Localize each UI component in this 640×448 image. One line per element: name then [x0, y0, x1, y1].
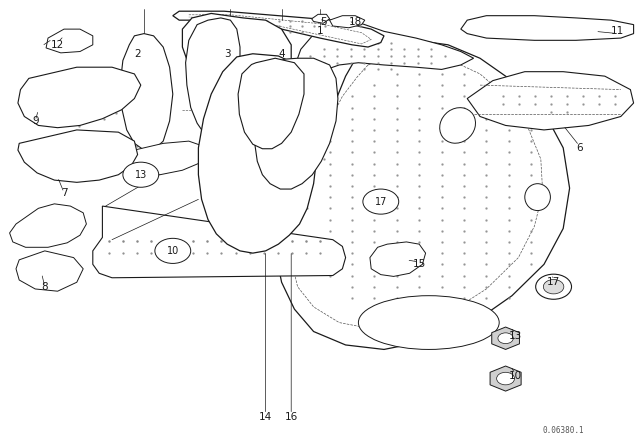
Text: 14: 14	[259, 412, 272, 422]
Polygon shape	[461, 16, 634, 40]
Text: 2: 2	[134, 49, 141, 59]
Polygon shape	[18, 67, 141, 128]
Text: 3: 3	[224, 49, 230, 59]
Polygon shape	[298, 18, 474, 72]
Ellipse shape	[358, 296, 499, 349]
Polygon shape	[112, 141, 205, 175]
Circle shape	[543, 280, 564, 294]
Text: 8: 8	[42, 282, 48, 292]
Text: 15: 15	[413, 259, 426, 269]
Circle shape	[536, 274, 572, 299]
Text: 1: 1	[317, 26, 323, 36]
Polygon shape	[370, 242, 426, 276]
Text: 12: 12	[51, 40, 64, 50]
Circle shape	[363, 189, 399, 214]
Polygon shape	[18, 130, 138, 182]
Text: 17: 17	[374, 197, 387, 207]
Text: 7: 7	[61, 188, 67, 198]
Polygon shape	[182, 13, 291, 101]
Text: 11: 11	[611, 26, 624, 36]
Text: 10: 10	[166, 246, 179, 256]
Polygon shape	[120, 34, 173, 150]
Polygon shape	[198, 54, 317, 253]
Circle shape	[155, 238, 191, 263]
Text: 16: 16	[285, 412, 298, 422]
Polygon shape	[46, 29, 93, 53]
Text: 17: 17	[547, 277, 560, 287]
Text: 0.06380.1: 0.06380.1	[542, 426, 584, 435]
Text: 13: 13	[509, 331, 522, 341]
Polygon shape	[275, 40, 570, 349]
Ellipse shape	[440, 108, 476, 143]
Text: 4: 4	[278, 49, 285, 59]
Text: 10: 10	[509, 371, 522, 381]
Text: 9: 9	[32, 116, 38, 126]
Text: 6: 6	[576, 143, 582, 153]
Polygon shape	[255, 58, 338, 189]
Polygon shape	[93, 206, 346, 278]
Polygon shape	[10, 204, 86, 247]
Circle shape	[497, 372, 515, 385]
Circle shape	[498, 333, 513, 344]
Text: 13: 13	[134, 170, 147, 180]
Polygon shape	[186, 18, 240, 137]
Polygon shape	[312, 14, 330, 23]
Text: 18: 18	[349, 17, 362, 27]
Text: 5: 5	[320, 17, 326, 27]
Polygon shape	[238, 58, 304, 149]
Polygon shape	[173, 11, 384, 47]
Ellipse shape	[525, 184, 550, 211]
Polygon shape	[330, 16, 365, 28]
Polygon shape	[467, 72, 634, 130]
Circle shape	[123, 162, 159, 187]
Polygon shape	[16, 251, 83, 291]
